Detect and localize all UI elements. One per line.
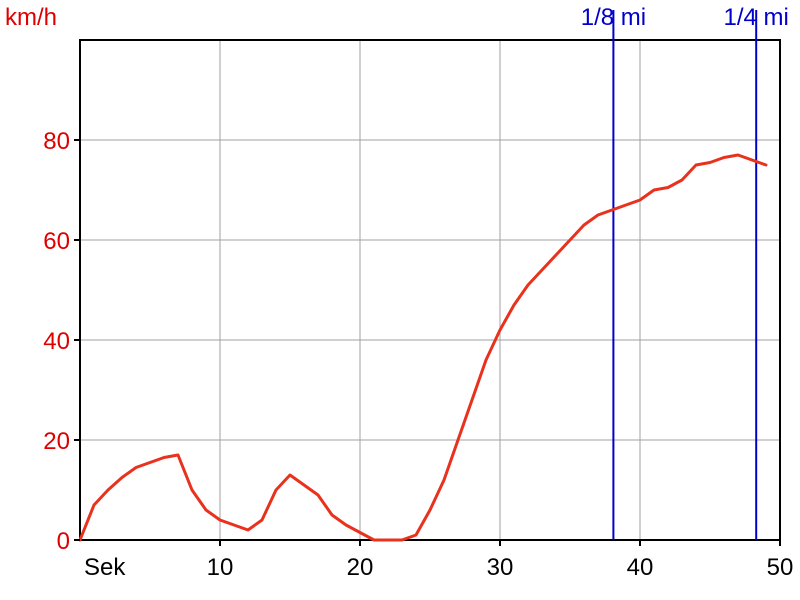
distance-markers: 1/8 mi 1/4 mi <box>581 4 789 540</box>
y-tick-label-60: 60 <box>43 228 70 255</box>
y-tick-label-0: 0 <box>57 528 70 555</box>
x-tick-label-30: 30 <box>487 554 514 581</box>
distance-marker-label-1: 1/8 mi <box>581 4 646 31</box>
y-tick-label-80: 80 <box>43 128 70 155</box>
plot-frame <box>79 39 781 541</box>
y-tick-labels: 0 20 40 60 80 <box>43 128 80 555</box>
speed-series-line <box>78 153 768 542</box>
distance-marker-label-2: 1/4 mi <box>724 4 789 31</box>
x-axis-label: Sek <box>84 554 126 581</box>
y-tick-label-20: 20 <box>43 428 70 455</box>
x-tick-label-20: 20 <box>347 554 374 581</box>
grid-layer <box>80 40 780 540</box>
y-axis-label: km/h <box>5 4 57 31</box>
x-tick-label-40: 40 <box>627 554 654 581</box>
x-tick-labels: 10 20 30 40 50 <box>207 540 794 581</box>
x-tick-label-50: 50 <box>767 554 794 581</box>
y-tick-label-40: 40 <box>43 328 70 355</box>
x-tick-label-10: 10 <box>207 554 234 581</box>
